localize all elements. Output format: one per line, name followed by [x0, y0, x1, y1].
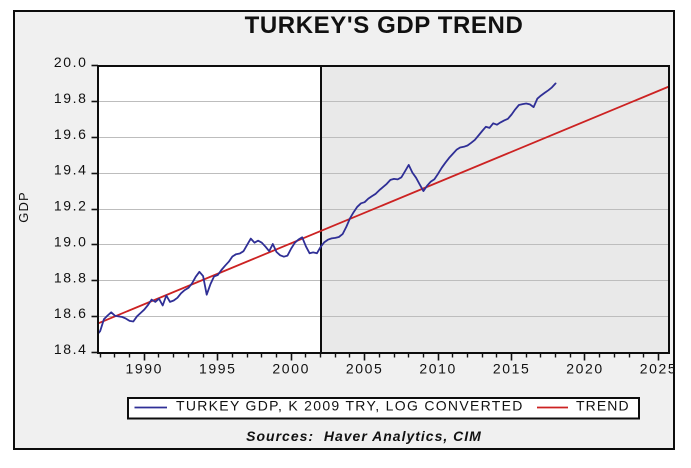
svg-text:2020: 2020	[566, 361, 604, 377]
svg-text:2010: 2010	[419, 361, 457, 377]
svg-text:19.0: 19.0	[54, 233, 88, 249]
svg-text:19.6: 19.6	[54, 126, 88, 142]
svg-text:19.4: 19.4	[54, 162, 88, 178]
svg-text:Sources: Haver Analytics, CIM: Sources: Haver Analytics, CIM	[246, 428, 482, 444]
svg-text:TURKEY'S GDP TREND: TURKEY'S GDP TREND	[245, 12, 524, 39]
svg-text:1995: 1995	[199, 361, 237, 377]
svg-text:20.0: 20.0	[54, 54, 88, 70]
svg-text:2005: 2005	[346, 361, 384, 377]
svg-text:2015: 2015	[493, 361, 531, 377]
svg-text:18.6: 18.6	[54, 305, 88, 321]
svg-text:19.8: 19.8	[54, 90, 88, 106]
svg-text:TURKEY GDP, K 2009 TRY, LOG CO: TURKEY GDP, K 2009 TRY, LOG CONVERTED	[176, 398, 524, 414]
svg-text:18.4: 18.4	[54, 341, 88, 357]
svg-text:TREND: TREND	[576, 398, 630, 414]
svg-text:18.8: 18.8	[54, 269, 88, 285]
svg-text:19.2: 19.2	[54, 198, 88, 214]
svg-text:2000: 2000	[272, 361, 310, 377]
svg-text:GDP: GDP	[16, 191, 31, 222]
svg-text:1990: 1990	[126, 361, 164, 377]
svg-text:2025: 2025	[640, 361, 678, 377]
